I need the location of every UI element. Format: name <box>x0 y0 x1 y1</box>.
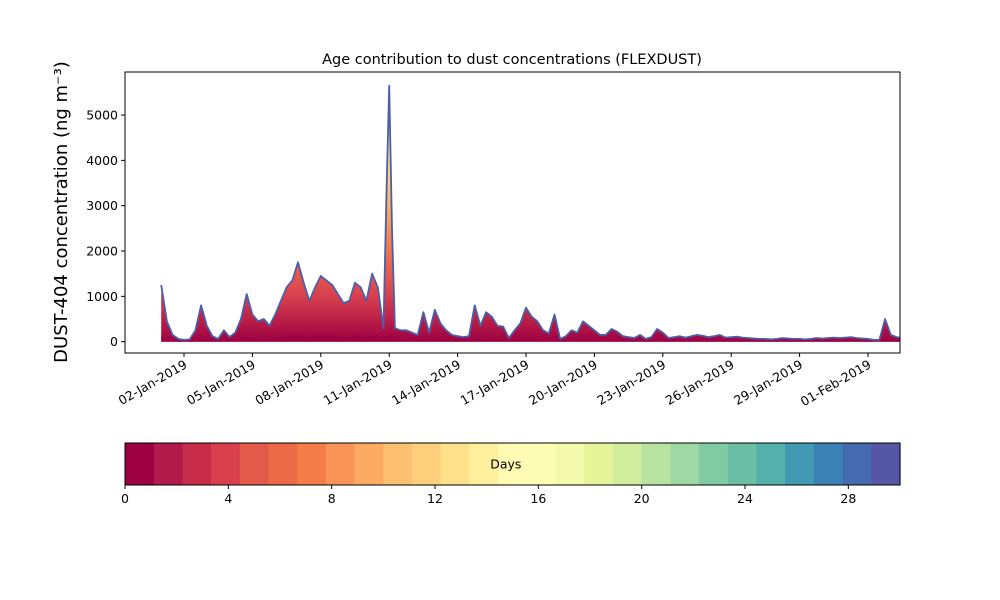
chart-title: Age contribution to dust concentrations … <box>322 52 702 68</box>
colorbar-segment <box>670 443 700 485</box>
y-tick-label: 3000 <box>86 198 118 213</box>
colorbar-segment <box>297 443 327 485</box>
colorbar-segment <box>268 443 298 485</box>
x-tick-label: 02-Jan-2019 <box>116 357 190 408</box>
colorbar-segment <box>498 443 528 485</box>
colorbar-tick-label: 8 <box>328 491 336 506</box>
x-tick-label: 05-Jan-2019 <box>184 357 258 408</box>
x-tick-label: 29-Jan-2019 <box>731 357 805 408</box>
x-tick-label: 17-Jan-2019 <box>458 357 532 408</box>
colorbar-segment <box>412 443 442 485</box>
colorbar-segment <box>440 443 471 485</box>
colorbar-segment <box>756 443 786 485</box>
x-tick-label: 23-Jan-2019 <box>594 357 668 408</box>
colorbar-segment <box>211 443 241 485</box>
y-axis: 0 1000 2000 3000 4000 5000 <box>86 108 125 349</box>
colorbar-segment <box>239 443 270 485</box>
x-tick-label: 14-Jan-2019 <box>389 357 463 408</box>
colorbar-tick-label: 4 <box>224 491 232 506</box>
x-tick-label: 11-Jan-2019 <box>321 357 395 408</box>
colorbar-tick-label: 24 <box>737 491 753 506</box>
colorbar-segment <box>182 443 212 485</box>
plot-area <box>160 84 900 342</box>
colorbar: Days 0 4 8 12 16 20 24 28 <box>121 442 901 506</box>
colorbar-segment <box>153 443 183 485</box>
y-tick-label: 1000 <box>86 289 118 304</box>
colorbar-segment <box>354 443 384 485</box>
colorbar-segment <box>383 443 413 485</box>
x-tick-label: 20-Jan-2019 <box>526 357 600 408</box>
y-tick-label: 4000 <box>86 153 118 168</box>
x-axis: 02-Jan-201905-Jan-201908-Jan-201911-Jan-… <box>116 353 874 409</box>
colorbar-segment <box>871 443 901 485</box>
colorbar-label: Days <box>490 457 521 472</box>
colorbar-tick-label: 16 <box>530 491 546 506</box>
age-stacked-area <box>161 85 900 342</box>
y-tick-label: 2000 <box>86 244 118 259</box>
colorbar-segment <box>842 443 872 485</box>
colorbar-segment <box>555 443 585 485</box>
colorbar-tick-label: 20 <box>634 491 650 506</box>
colorbar-segment <box>813 443 844 485</box>
x-tick-label: 26-Jan-2019 <box>663 357 737 408</box>
colorbar-segment <box>469 443 499 485</box>
colorbar-tick-label: 0 <box>121 491 129 506</box>
colorbar-segment <box>125 443 155 485</box>
colorbar-segment <box>727 443 758 485</box>
plot-frame <box>124 71 901 354</box>
colorbar-segment <box>325 443 356 485</box>
y-tick-label: 5000 <box>86 108 118 123</box>
colorbar-tick-label: 28 <box>840 491 856 506</box>
colorbar-segment <box>785 443 815 485</box>
total-concentration-line <box>160 84 900 341</box>
colorbar-tick-label: 12 <box>427 491 443 506</box>
x-tick-label: 01-Feb-2019 <box>798 357 874 409</box>
colorbar-frame <box>124 442 901 486</box>
colorbar-segment <box>641 443 671 485</box>
young-dust-area <box>161 335 900 342</box>
colorbar-segment <box>699 443 729 485</box>
x-tick-label: 08-Jan-2019 <box>252 357 326 408</box>
colorbar-segment <box>612 443 643 485</box>
colorbar-segment <box>526 443 557 485</box>
y-tick-label: 0 <box>110 334 118 349</box>
colorbar-segment <box>584 443 614 485</box>
y-axis-label: DUST-404 concentration (ng m⁻³) <box>51 61 72 363</box>
